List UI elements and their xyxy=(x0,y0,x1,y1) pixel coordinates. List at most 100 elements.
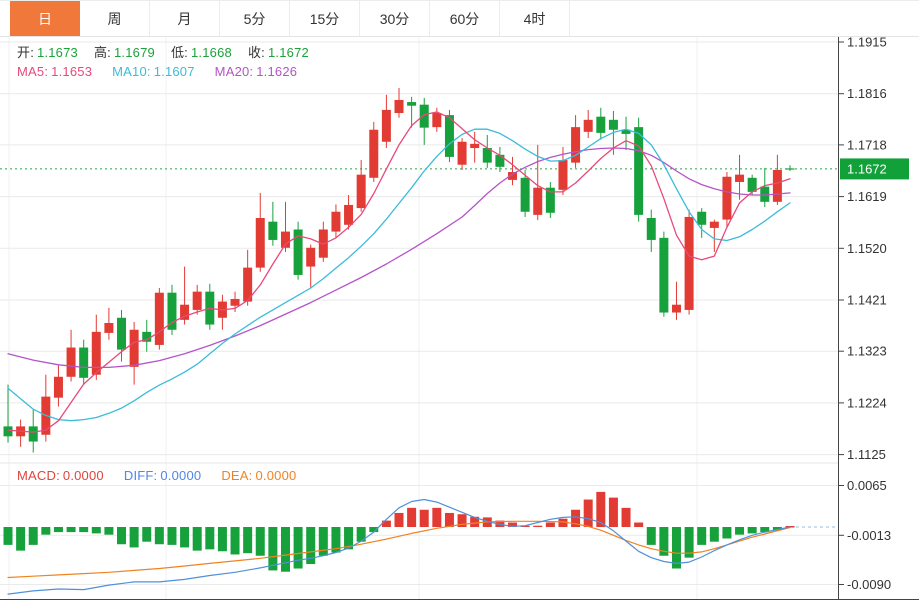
macd-bar xyxy=(79,527,89,533)
ohlc-row-item: 收: 1.1672 xyxy=(248,45,309,60)
tab-period-1[interactable]: 周 xyxy=(80,1,150,36)
macd-bar xyxy=(545,522,555,527)
candle-body xyxy=(571,127,581,163)
candle-body xyxy=(243,267,253,302)
candle-body xyxy=(104,322,114,333)
candle-body xyxy=(520,177,530,212)
candle-body xyxy=(659,237,669,313)
candle-body xyxy=(356,174,366,209)
macd-bar xyxy=(571,509,581,527)
candle-body xyxy=(735,174,745,182)
candle-body xyxy=(381,109,391,142)
candle-body xyxy=(129,329,139,367)
macd-bar xyxy=(16,527,26,551)
macd-bar xyxy=(671,527,681,569)
ma-row-item: MA5: 1.1653 xyxy=(17,64,92,79)
candle-body xyxy=(671,304,681,313)
macd-row-label: MACD: xyxy=(17,468,60,483)
candle-body xyxy=(785,168,795,170)
macd-bar xyxy=(558,518,568,527)
macd-bar xyxy=(91,527,101,534)
candle-body xyxy=(280,231,290,248)
candle-body xyxy=(192,291,202,310)
ma-row-label: MA10: xyxy=(112,64,151,79)
dea-line xyxy=(7,520,791,579)
macd-bar xyxy=(508,522,518,527)
ohlc-row-label: 收: xyxy=(247,45,265,60)
macd-bar xyxy=(129,527,139,548)
candle-body xyxy=(508,172,518,180)
tab-period-2[interactable]: 月 xyxy=(150,1,220,36)
macd-bar xyxy=(280,527,290,572)
tab-period-0[interactable]: 日 xyxy=(10,1,80,36)
candle-body xyxy=(306,247,316,267)
ohlc-row-value: 1.1668 xyxy=(190,45,232,60)
macd-bar xyxy=(356,527,366,542)
candle-body xyxy=(558,160,568,190)
macd-bar xyxy=(53,527,63,533)
ma5-line xyxy=(7,111,791,433)
candle-body xyxy=(293,229,303,275)
candle-body xyxy=(457,141,467,165)
tab-period-6[interactable]: 60分 xyxy=(430,1,500,36)
macd-bar xyxy=(28,527,38,545)
tab-period-7[interactable]: 4时 xyxy=(500,1,570,36)
macd-bar xyxy=(318,527,328,556)
candle-body xyxy=(621,129,631,134)
tab-period-3[interactable]: 5分 xyxy=(220,1,290,36)
macd-bar xyxy=(583,499,593,527)
candle-body xyxy=(533,187,543,215)
ohlc-row-label: 高: xyxy=(93,45,111,60)
macd-bar xyxy=(684,527,694,558)
macd-bar xyxy=(369,527,379,533)
macd-bar xyxy=(772,527,782,531)
macd-bar xyxy=(394,512,404,527)
tab-period-5[interactable]: 30分 xyxy=(360,1,430,36)
macd-bar xyxy=(180,527,190,548)
ma-row-label: MA5: xyxy=(17,64,49,79)
macd-bar xyxy=(470,516,480,527)
ohlc-row-value: 1.1673 xyxy=(37,45,78,60)
candle-body xyxy=(470,143,480,149)
current-price-tag-value: 1.1672 xyxy=(847,161,887,176)
macd-bar xyxy=(66,527,76,533)
macd-bar xyxy=(697,527,707,545)
ma-row-value: 1.1626 xyxy=(256,64,298,79)
macd-bar xyxy=(192,527,202,551)
ma-row-value: 1.1607 xyxy=(153,64,195,79)
tab-period-4[interactable]: 15分 xyxy=(290,1,360,36)
candle-body xyxy=(344,204,354,225)
candle-body xyxy=(495,154,505,167)
candle-body xyxy=(583,119,593,132)
candle-body xyxy=(53,376,63,398)
macd-bar xyxy=(230,527,240,555)
candle-body xyxy=(596,116,606,133)
ma-readout: MA5: 1.1653 MA10: 1.1607 MA20: 1.1626 xyxy=(17,64,317,79)
period-tabbar: 日周月 5分 15分 30分 60分 4时 xyxy=(0,0,919,37)
ohlc-row-item: 低: 1.1668 xyxy=(171,45,232,60)
ma-row-item: MA20: 1.1626 xyxy=(215,64,298,79)
macd-axis-label: -0.0013 xyxy=(847,528,891,543)
candle-body xyxy=(545,187,555,213)
candle-body xyxy=(369,129,379,178)
macd-bar xyxy=(444,512,454,527)
candle-body xyxy=(66,347,76,377)
macd-bar xyxy=(457,514,467,527)
candle-body xyxy=(230,298,240,306)
macd-bar xyxy=(104,527,114,535)
ma-row-value: 1.1653 xyxy=(51,64,93,79)
macd-bar xyxy=(432,507,442,527)
macd-bar xyxy=(167,527,177,545)
price-axis-label: 1.1816 xyxy=(847,86,887,101)
price-axis-label: 1.1224 xyxy=(847,395,887,410)
ohlc-readout: 开: 1.1673 高: 1.1679 低: 1.1668 收: 1.1672 xyxy=(17,45,325,60)
macd-bar xyxy=(243,527,253,554)
macd-row-item: DEA: 0.0000 xyxy=(221,468,296,483)
macd-bar xyxy=(407,507,417,527)
price-axis-label: 1.1125 xyxy=(847,447,886,462)
candle-body xyxy=(268,221,278,240)
macd-bar xyxy=(331,527,341,553)
macd-bar xyxy=(306,527,316,565)
